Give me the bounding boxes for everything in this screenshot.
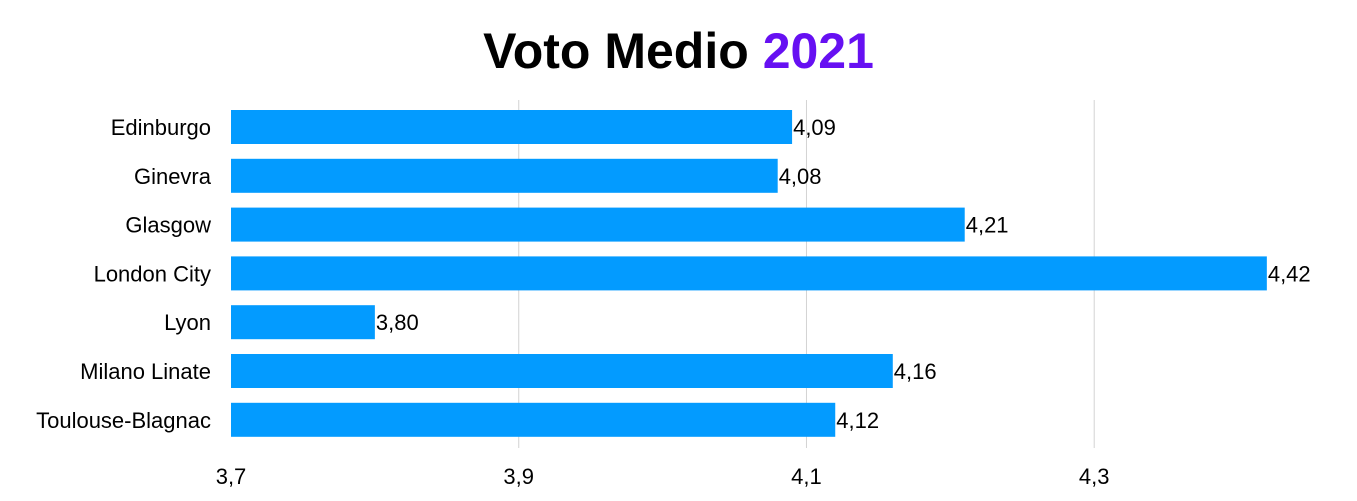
category-label: Milano Linate [80,359,211,384]
bar [231,256,1267,291]
category-labels: Edinburgo Ginevra Glasgow London City Lyon Mi… [36,115,212,433]
chart-title-year: 2021 [762,23,874,79]
value-label: 3,80 [376,310,419,335]
x-tick-labels: 3,7 3,9 4,1 4,3 [216,464,1110,489]
chart-title-main: Voto Medio [483,23,749,79]
x-tick-label: 4,1 [791,464,822,489]
value-labels: 4,09 4,08 4,21 4,42 3,80 4,16 4,12 [376,115,1311,433]
category-label: Edinburgo [111,115,211,140]
bar [231,354,893,388]
bar [231,158,778,193]
value-label: 4,12 [836,408,879,433]
value-label: 4,21 [966,213,1009,238]
x-tick-label: 3,9 [503,464,534,489]
bars [231,110,1267,437]
value-label: 4,09 [793,115,836,140]
bar [231,305,375,340]
value-label: 4,16 [894,359,937,384]
category-label: Ginevra [134,164,212,189]
category-label: London City [94,261,211,286]
bar [231,207,965,242]
bar [231,110,793,144]
value-label: 4,42 [1268,261,1311,286]
category-label: Glasgow [125,213,211,238]
bar [231,402,836,437]
category-label: Toulouse-Blagnac [36,408,211,433]
category-label: Lyon [164,310,211,335]
chart-title: Voto Medio 2021 [0,22,1357,80]
value-label: 4,08 [779,164,822,189]
x-tick-label: 4,3 [1079,464,1110,489]
x-tick-label: 3,7 [216,464,247,489]
